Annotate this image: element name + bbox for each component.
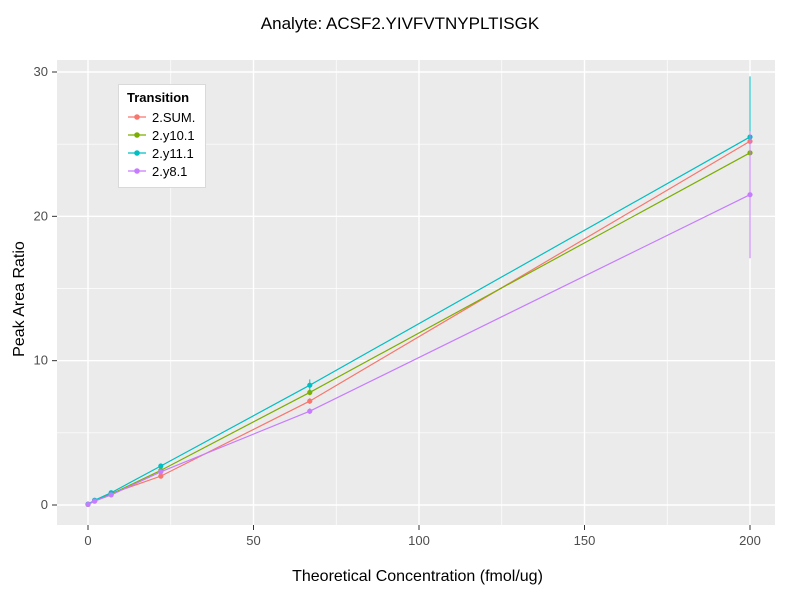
chart-title: Analyte: ACSF2.YIVFVTNYPLTISGK [260,14,540,33]
data-point [307,389,313,396]
x-tick-label: 0 [84,533,91,548]
data-point [158,463,164,469]
y-tick-labels: 0 10 20 30 [34,64,48,512]
data-point [158,473,164,479]
data-point [158,469,164,475]
legend-item-label: 2.y11.1 [152,145,194,161]
legend-key-icon [128,114,146,120]
data-point [747,192,753,198]
legend-title: Transition [127,90,190,105]
data-point [85,501,91,508]
legend-items: 2.SUM. 2.y10.1 2.y11.1 2.y8.1 [127,108,195,180]
minor-gridlines [57,60,775,525]
legend-item-label: 2.y10.1 [152,127,195,143]
y-tick-label: 30 [34,64,48,79]
axis-ticks [52,71,751,530]
data-point [307,382,313,388]
legend-key-icon [128,132,146,138]
x-tick-label: 200 [739,533,761,548]
x-tick-label: 50 [246,533,260,548]
legend-item: 2.y11.1 [127,144,195,162]
data-point [307,398,313,404]
legend-item: 2.y10.1 [127,126,195,144]
legend-key-icon [128,168,146,174]
y-tick-label: 20 [34,208,48,223]
data-point [307,408,313,414]
y-axis-title: Peak Area Ratio [11,241,28,357]
y-tick-label: 0 [41,497,48,512]
series-2.y8.1 [85,131,753,508]
x-axis-title: Theoretical Concentration (fmol/ug) [292,568,543,585]
legend-item: 2.SUM. [127,108,195,126]
x-tick-label: 150 [574,533,596,548]
legend-key-icon [128,150,146,156]
x-tick-label: 100 [408,533,430,548]
data-point [92,498,98,504]
legend: Transition 2.SUM. 2.y10.1 2.y11.1 2.y8.1 [118,84,207,188]
x-tick-labels: 0 50 100 150 200 [84,533,760,548]
data-point [108,492,114,498]
y-tick-label: 10 [34,353,48,368]
major-gridlines [57,60,775,525]
legend-item: 2.y8.1 [127,162,195,180]
legend-item-label: 2.y8.1 [152,163,188,179]
legend-item-label: 2.SUM. [152,109,196,125]
